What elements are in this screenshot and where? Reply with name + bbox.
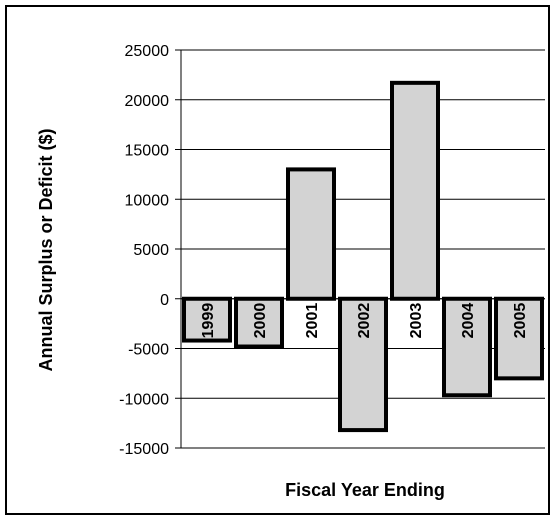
x-category-label: 2004	[460, 303, 477, 339]
axes	[175, 49, 545, 449]
x-category-label: 2001	[304, 303, 321, 339]
x-category-labels: 1999 2000 2001 2002 2003 2004 2005	[200, 303, 529, 339]
y-tick-label: -5000	[128, 342, 169, 359]
x-category-label: 2003	[408, 303, 425, 339]
chart-frame	[5, 5, 550, 515]
y-tick-label: -15000	[119, 441, 169, 458]
x-category-label: 1999	[200, 303, 217, 339]
y-tick-label: -10000	[119, 391, 169, 408]
y-tick-labels: 25000 20000 15000 10000 5000 0 -5000 -10000 -150…	[119, 43, 169, 458]
x-category-label: 2005	[512, 303, 529, 339]
bars	[182, 80, 544, 433]
bar-2005	[494, 296, 544, 381]
y-tick-label: 15000	[125, 143, 170, 160]
x-axis-title: Fiscal Year Ending	[285, 480, 445, 500]
bar-2002	[338, 296, 388, 433]
x-category-label: 2000	[252, 303, 269, 339]
y-tick-label: 5000	[133, 242, 169, 259]
y-tick-label: 0	[160, 292, 169, 309]
bar-2001	[286, 167, 336, 301]
x-category-label: 2002	[356, 303, 373, 339]
bar-1999	[182, 296, 232, 343]
y-tick-label: 10000	[125, 192, 170, 209]
y-tick-label: 20000	[125, 93, 170, 110]
y-tick-label: 25000	[125, 43, 170, 60]
bar-2003	[390, 80, 440, 301]
y-axis-title: Annual Surplus or Deficit ($)	[36, 128, 56, 371]
